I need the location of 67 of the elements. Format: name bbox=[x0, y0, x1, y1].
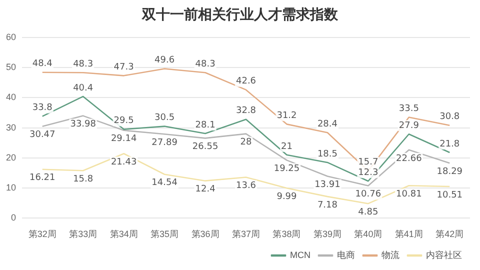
y-tick-label: 60 bbox=[6, 32, 16, 42]
data-label: 33.98 bbox=[70, 120, 96, 130]
x-tick-label: 第34周 bbox=[110, 229, 138, 240]
data-label: 40.4 bbox=[73, 83, 94, 94]
data-label: 27.89 bbox=[152, 138, 178, 148]
data-label: 13.6 bbox=[236, 181, 256, 192]
data-label: 19.25 bbox=[274, 164, 300, 174]
chart-title: 双十一前相关行业人才需求指数 bbox=[140, 6, 339, 24]
data-label: 21.43 bbox=[110, 157, 137, 168]
data-label: 10.81 bbox=[396, 189, 422, 200]
data-label: 48.3 bbox=[73, 60, 94, 70]
data-label: 28.1 bbox=[195, 120, 216, 130]
data-label: 14.54 bbox=[152, 178, 178, 188]
data-label: 30.5 bbox=[154, 113, 175, 124]
x-tick-label: 第39周 bbox=[313, 229, 342, 240]
data-label: 12.3 bbox=[358, 168, 378, 178]
data-label: 22.66 bbox=[396, 154, 422, 164]
data-label: 31.2 bbox=[276, 111, 297, 122]
x-tick-label: 第36周 bbox=[191, 229, 220, 240]
x-tick-label: 第35周 bbox=[150, 229, 179, 240]
x-tick-label: 第33周 bbox=[69, 229, 98, 240]
data-label: 28 bbox=[240, 138, 252, 148]
data-label: 18.5 bbox=[317, 149, 338, 160]
data-label: 48.4 bbox=[32, 59, 53, 70]
data-label: 29.5 bbox=[114, 116, 134, 126]
data-label: 47.3 bbox=[114, 62, 134, 73]
data-label: 48.3 bbox=[195, 60, 216, 70]
data-label: 26.55 bbox=[192, 142, 218, 152]
data-label: 49.6 bbox=[154, 56, 175, 66]
data-label: 42.6 bbox=[236, 76, 256, 87]
data-label: 30.8 bbox=[440, 112, 460, 122]
data-label: 18.29 bbox=[436, 166, 463, 177]
data-label: 28.4 bbox=[317, 119, 338, 130]
data-label: 15.8 bbox=[73, 174, 94, 184]
x-tick-label: 第32周 bbox=[28, 229, 56, 240]
y-tick-label: 40 bbox=[6, 92, 16, 102]
data-label: 9.99 bbox=[276, 192, 298, 202]
data-label: 16.21 bbox=[29, 173, 56, 184]
y-tick-label: 20 bbox=[6, 152, 16, 162]
y-tick-label: 10 bbox=[6, 182, 16, 193]
y-tick-label: 30 bbox=[6, 122, 16, 132]
data-label: 33.5 bbox=[398, 104, 419, 114]
y-tick-label: 50 bbox=[6, 62, 16, 72]
data-label: 7.18 bbox=[317, 200, 338, 210]
x-tick-label: 第41周 bbox=[394, 229, 423, 240]
x-tick-label: 第40周 bbox=[354, 229, 382, 240]
data-label: 21 bbox=[281, 142, 292, 152]
legend-label: 内容社区 bbox=[426, 250, 462, 260]
data-label: 12.4 bbox=[195, 184, 216, 195]
y-tick-label: 0 bbox=[10, 212, 16, 223]
data-label: 4.85 bbox=[358, 207, 378, 218]
x-tick-label: 第38周 bbox=[272, 229, 301, 240]
data-label: 27.9 bbox=[398, 120, 420, 131]
data-label: 33.8 bbox=[32, 103, 53, 114]
data-label: 21.8 bbox=[440, 139, 460, 150]
data-label: 10.51 bbox=[436, 190, 463, 200]
data-label: 15.7 bbox=[358, 158, 378, 168]
data-label: 29.14 bbox=[110, 134, 137, 144]
legend-label: MCN bbox=[290, 250, 311, 260]
data-label: 10.76 bbox=[355, 190, 382, 200]
x-tick-label: 第37周 bbox=[232, 229, 260, 240]
legend-label: 物流 bbox=[382, 250, 400, 260]
legend-label: 电商 bbox=[337, 250, 355, 260]
data-label: 13.91 bbox=[314, 180, 340, 190]
x-tick-label: 第42周 bbox=[436, 229, 464, 240]
data-label: 30.47 bbox=[29, 130, 56, 140]
data-label: 32.8 bbox=[236, 106, 256, 116]
